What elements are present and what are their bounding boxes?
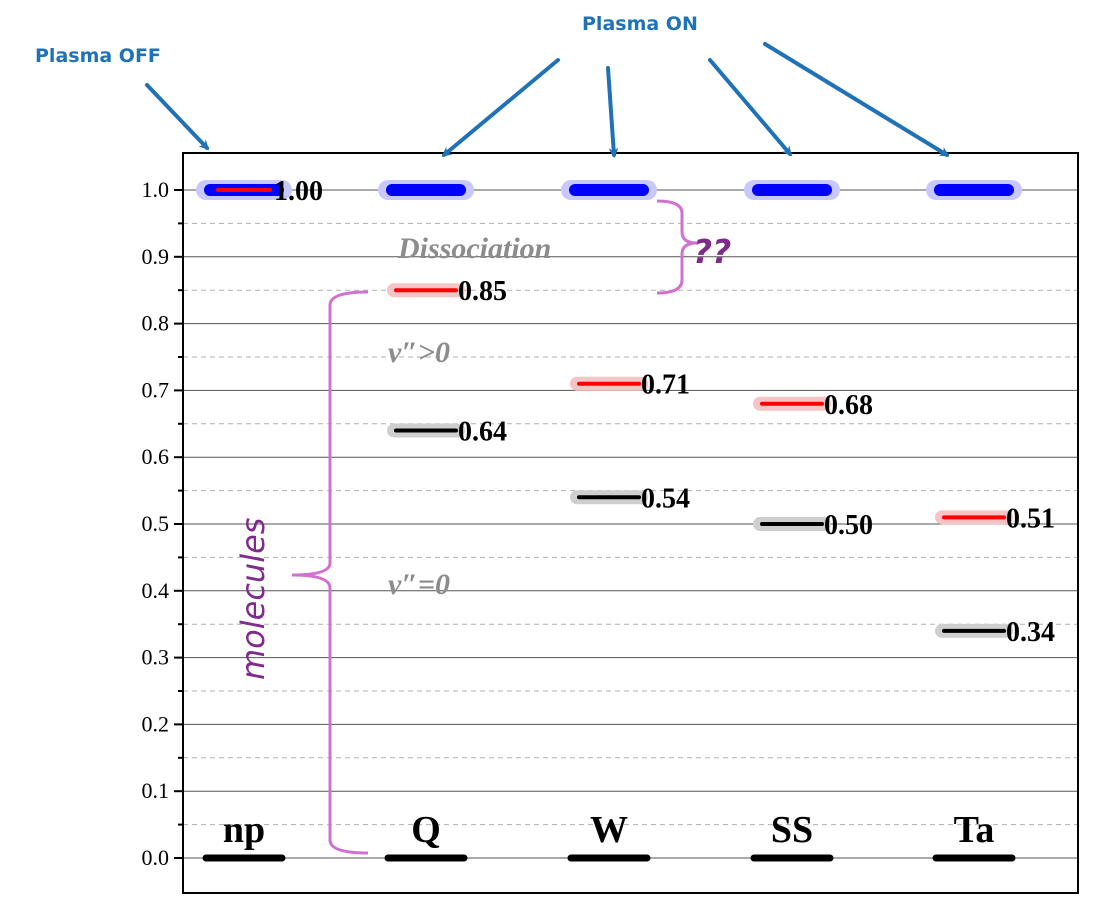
vib-ground-label: v″=0 — [388, 568, 450, 601]
value-label: 0.64 — [458, 416, 507, 447]
value-label: 0.54 — [641, 483, 690, 514]
category-label: W — [590, 809, 628, 851]
category-label: np — [223, 809, 265, 851]
value-label: 0.50 — [824, 510, 873, 541]
y-tick-label: 0.0 — [142, 845, 170, 870]
arrow-np — [145, 83, 210, 151]
plasma-off-label: Plasma OFF — [35, 45, 161, 67]
molecules-label: molecules — [234, 518, 272, 680]
molecules-brace — [291, 290, 369, 855]
arrow-ta — [763, 42, 950, 157]
y-tick-label: 0.9 — [142, 244, 170, 269]
y-tick-label: 0.6 — [142, 444, 170, 469]
category-label: SS — [771, 809, 813, 851]
energy-levels — [196, 180, 1022, 862]
category-label: Q — [411, 809, 441, 851]
unknown-label: ?? — [693, 232, 731, 271]
value-label: 0.71 — [641, 370, 690, 401]
value-label: 0.68 — [824, 390, 873, 421]
plasma-on-label: Plasma ON — [582, 13, 698, 35]
dissociation-label: Dissociation — [397, 232, 551, 265]
category-label: Ta — [954, 809, 995, 851]
y-tick-label: 0.7 — [142, 377, 170, 402]
y-tick-label: 0.4 — [142, 578, 170, 603]
y-tick-label: 0.3 — [142, 645, 170, 670]
value-labels: 1.00 0.85 0.71 0.68 0.51 0.64 0.54 0.50 0.34 — [274, 176, 1055, 648]
y-tick-labels: 0.0 0.1 0.2 0.3 0.4 0.5 0.6 0.7 0.8 0.9 1.0 — [142, 177, 170, 870]
y-tick-label: 0.5 — [142, 511, 170, 536]
y-tick-label: 0.8 — [142, 311, 170, 336]
dissociation-brace — [656, 199, 698, 295]
plasma-arrows — [145, 42, 950, 158]
vib-excited-label: v″>0 — [388, 336, 450, 369]
value-label: 0.34 — [1006, 617, 1055, 648]
value-label: 0.85 — [458, 276, 507, 307]
grid-lines — [183, 189, 1078, 859]
value-label: 0.51 — [1006, 503, 1055, 534]
y-axis — [174, 152, 1079, 894]
arrow-q — [441, 58, 560, 157]
arrow-w — [606, 66, 619, 158]
y-tick-label: 1.0 — [142, 177, 170, 202]
y-tick-label: 0.1 — [142, 778, 170, 803]
category-labels: np Q W SS Ta — [223, 809, 995, 851]
arrow-ss — [708, 58, 792, 157]
y-tick-label: 0.2 — [142, 711, 170, 736]
value-label: 1.00 — [274, 176, 323, 207]
